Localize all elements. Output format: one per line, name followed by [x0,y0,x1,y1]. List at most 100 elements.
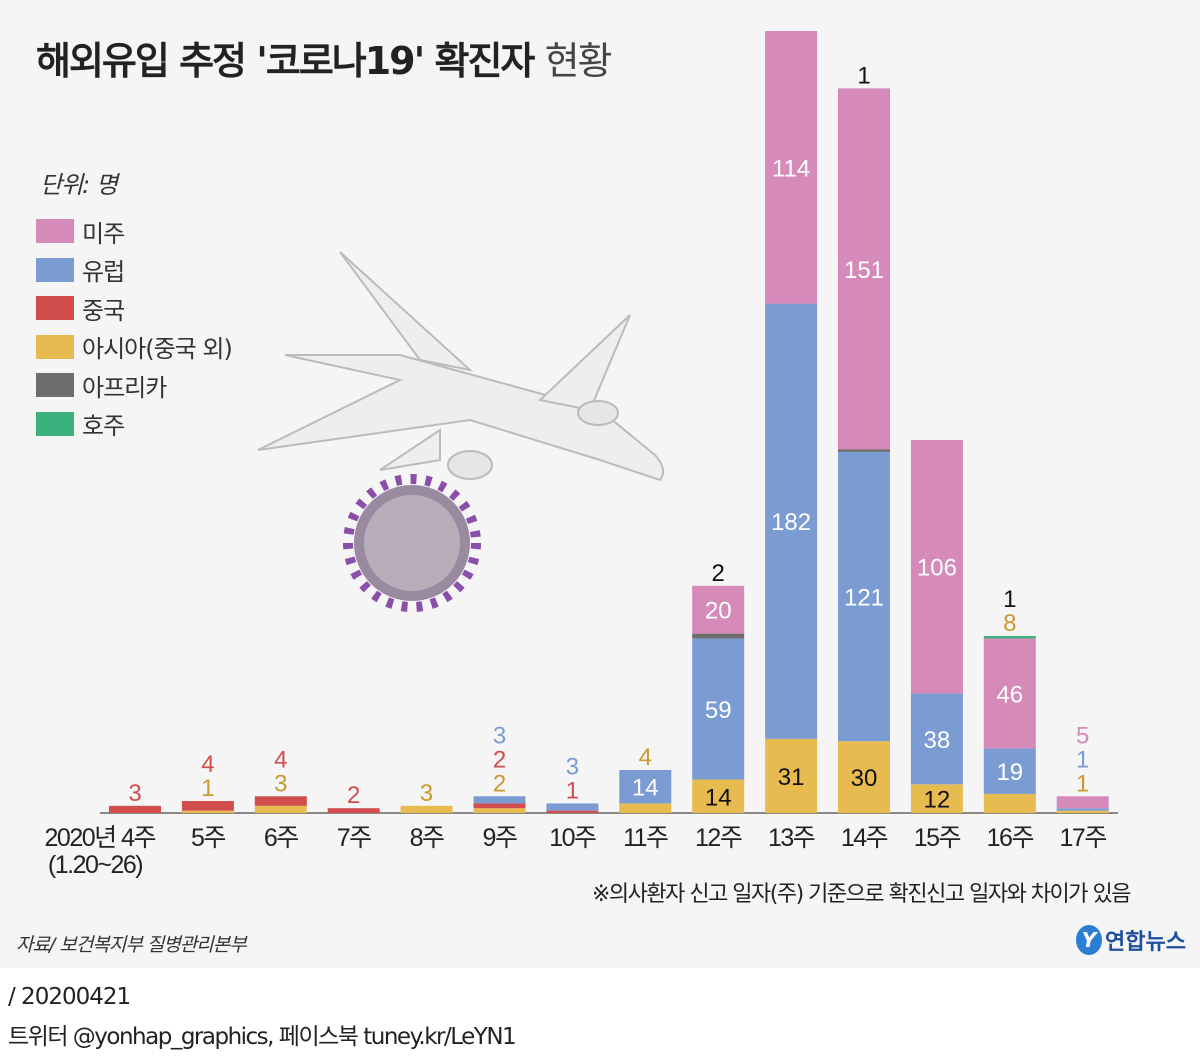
x-tick-label: 13주 [768,824,815,852]
data-label: 1 [1076,770,1089,797]
x-tick-label: 8주 [410,824,444,852]
data-label: 2 [712,560,725,587]
bar-segment-china [327,808,380,813]
logo-text: 연합뉴스 [1105,930,1186,955]
bar-stack: 115 [1056,722,1109,813]
data-label: 4 [201,751,214,778]
bar-segment-asia [838,741,890,813]
data-label: 4 [274,746,287,773]
x-tick-label: 15주 [914,824,961,852]
data-label: 1 [857,62,870,89]
bar-stack: 3 [400,780,453,813]
x-tick-label: 6주 [264,824,298,852]
x-tick-label: 10주 [549,824,596,852]
data-label: 3 [566,753,579,780]
x-tick-label: 16주 [987,824,1034,852]
bar-stack: 223 [473,722,526,813]
data-label: 2 [493,770,506,797]
legend: 미주 유럽 중국 아시아(중국 외) 아프리카 호주 [36,212,233,443]
bar-segment-asia [983,793,1036,813]
data-label: 114 [772,155,810,182]
bar-segment-europe [983,748,1036,794]
data-label: 8 [1003,610,1016,637]
source-text: 자료/ 보건복지부 질병관리본부 [16,934,247,956]
bar-stack: 12 38 106 [910,439,963,814]
x-tick-label: 17주 [1060,824,1107,852]
yonhap-logo: Y 연합뉴스 [1076,924,1186,956]
legend-label: 호주 [82,412,125,441]
bar-segment-americas [692,585,745,634]
data-label: 46 [996,681,1023,708]
data-label: 121 [844,585,884,612]
bar-stack: 30 121 151 1 [838,62,890,813]
airplane-illustration [257,251,665,482]
data-label: 1 [1076,746,1089,773]
bar-segment-europe [619,769,672,804]
legend-item-europe: 유럽 [36,251,232,290]
bar-segment-asia [910,784,963,813]
bar-segment-americas [1056,796,1109,809]
legend-swatch [36,411,74,436]
data-label: 30 [851,765,878,792]
title-suffix: 현황 [544,39,613,83]
bar-segment-europe [473,796,526,804]
bar-stack: 14 [181,751,234,813]
chart-title: 해외유입 추정 '코로나19' 확진자 현황 [36,30,613,85]
bar-segment-asia [473,808,526,813]
bar-stack: 34 [254,746,307,813]
data-label: 1 [201,775,214,802]
bar-segment-americas [983,638,1036,749]
logo-mark-icon: Y [1076,925,1103,955]
legend-swatch [36,373,74,398]
data-label: 2 [347,782,360,809]
data-label: 20 [705,598,732,625]
data-label: 106 [917,555,957,582]
bar-segment-asia [1056,810,1109,813]
legend-item-americas: 미주 [36,212,232,251]
bar-stack: 19 46 81 [983,586,1036,813]
data-label: 3 [493,722,506,749]
legend-label: 중국 [82,296,125,325]
bar-segment-asia [619,803,672,813]
x-tick-label: 9주 [483,824,517,852]
bar-segment-africa [692,633,745,639]
legend-label: 아시아(중국 외) [82,335,233,364]
bar-segment-europe [765,303,818,739]
bar-segment-china [109,805,161,813]
data-label: 12 [924,787,951,814]
legend-swatch [36,257,74,282]
bar-segment-europe [1056,808,1109,811]
unit-label: 단위: 명 [40,171,118,199]
data-label: 19 [996,759,1023,786]
bar-segment-europe [910,693,963,785]
bar-segment-americas [838,88,890,450]
bar-stack: 14 59 20 2 [692,560,745,813]
bar-segment-china [254,796,307,806]
bar-segment-asia [254,805,307,813]
x-tick-label: 5주 [191,824,225,852]
virus-illustration [343,474,481,612]
legend-swatch [36,296,74,321]
bar-segment-africa [838,449,890,452]
data-label: 151 [844,257,884,284]
footer-date: / 20200421 [8,984,131,1010]
x-tick-label: 11주 [623,824,668,852]
bar-stack: 13 [546,753,599,813]
x-tick-label: 12주 [695,824,742,852]
bar-segment-americas [765,31,818,304]
data-label: 1 [566,777,579,804]
footer-social: 트위터 @yonhap_graphics, 페이스북 tuney.kr/LeYN… [8,1024,517,1050]
data-label: 38 [924,727,951,754]
data-label: 1 [1003,586,1016,613]
data-label: 3 [128,780,141,807]
bar-segment-asia [181,810,234,813]
bar-segment-asia [765,738,818,813]
legend-label: 미주 [82,219,125,248]
bar-segment-china [473,803,526,809]
data-label: 3 [274,770,287,797]
title-main: 해외유입 추정 '코로나19' 확진자 [36,39,535,83]
data-label: 14 [705,784,732,811]
legend-label: 유럽 [82,258,125,287]
data-label: 2 [493,746,506,773]
